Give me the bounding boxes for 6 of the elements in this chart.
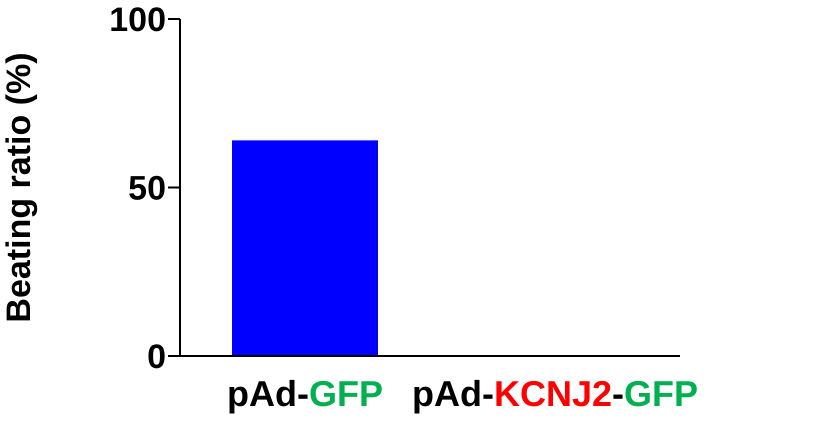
x-tick-label: pAd-GFP xyxy=(227,373,383,414)
y-tick-label: 100 xyxy=(109,1,166,40)
y-tick-label: 0 xyxy=(147,338,166,376)
y-tick-label: 50 xyxy=(128,170,166,208)
x-tick-label: pAd-KCNJ2-GFP xyxy=(412,373,698,414)
y-axis-title: Beating ratio (%) xyxy=(0,52,38,323)
